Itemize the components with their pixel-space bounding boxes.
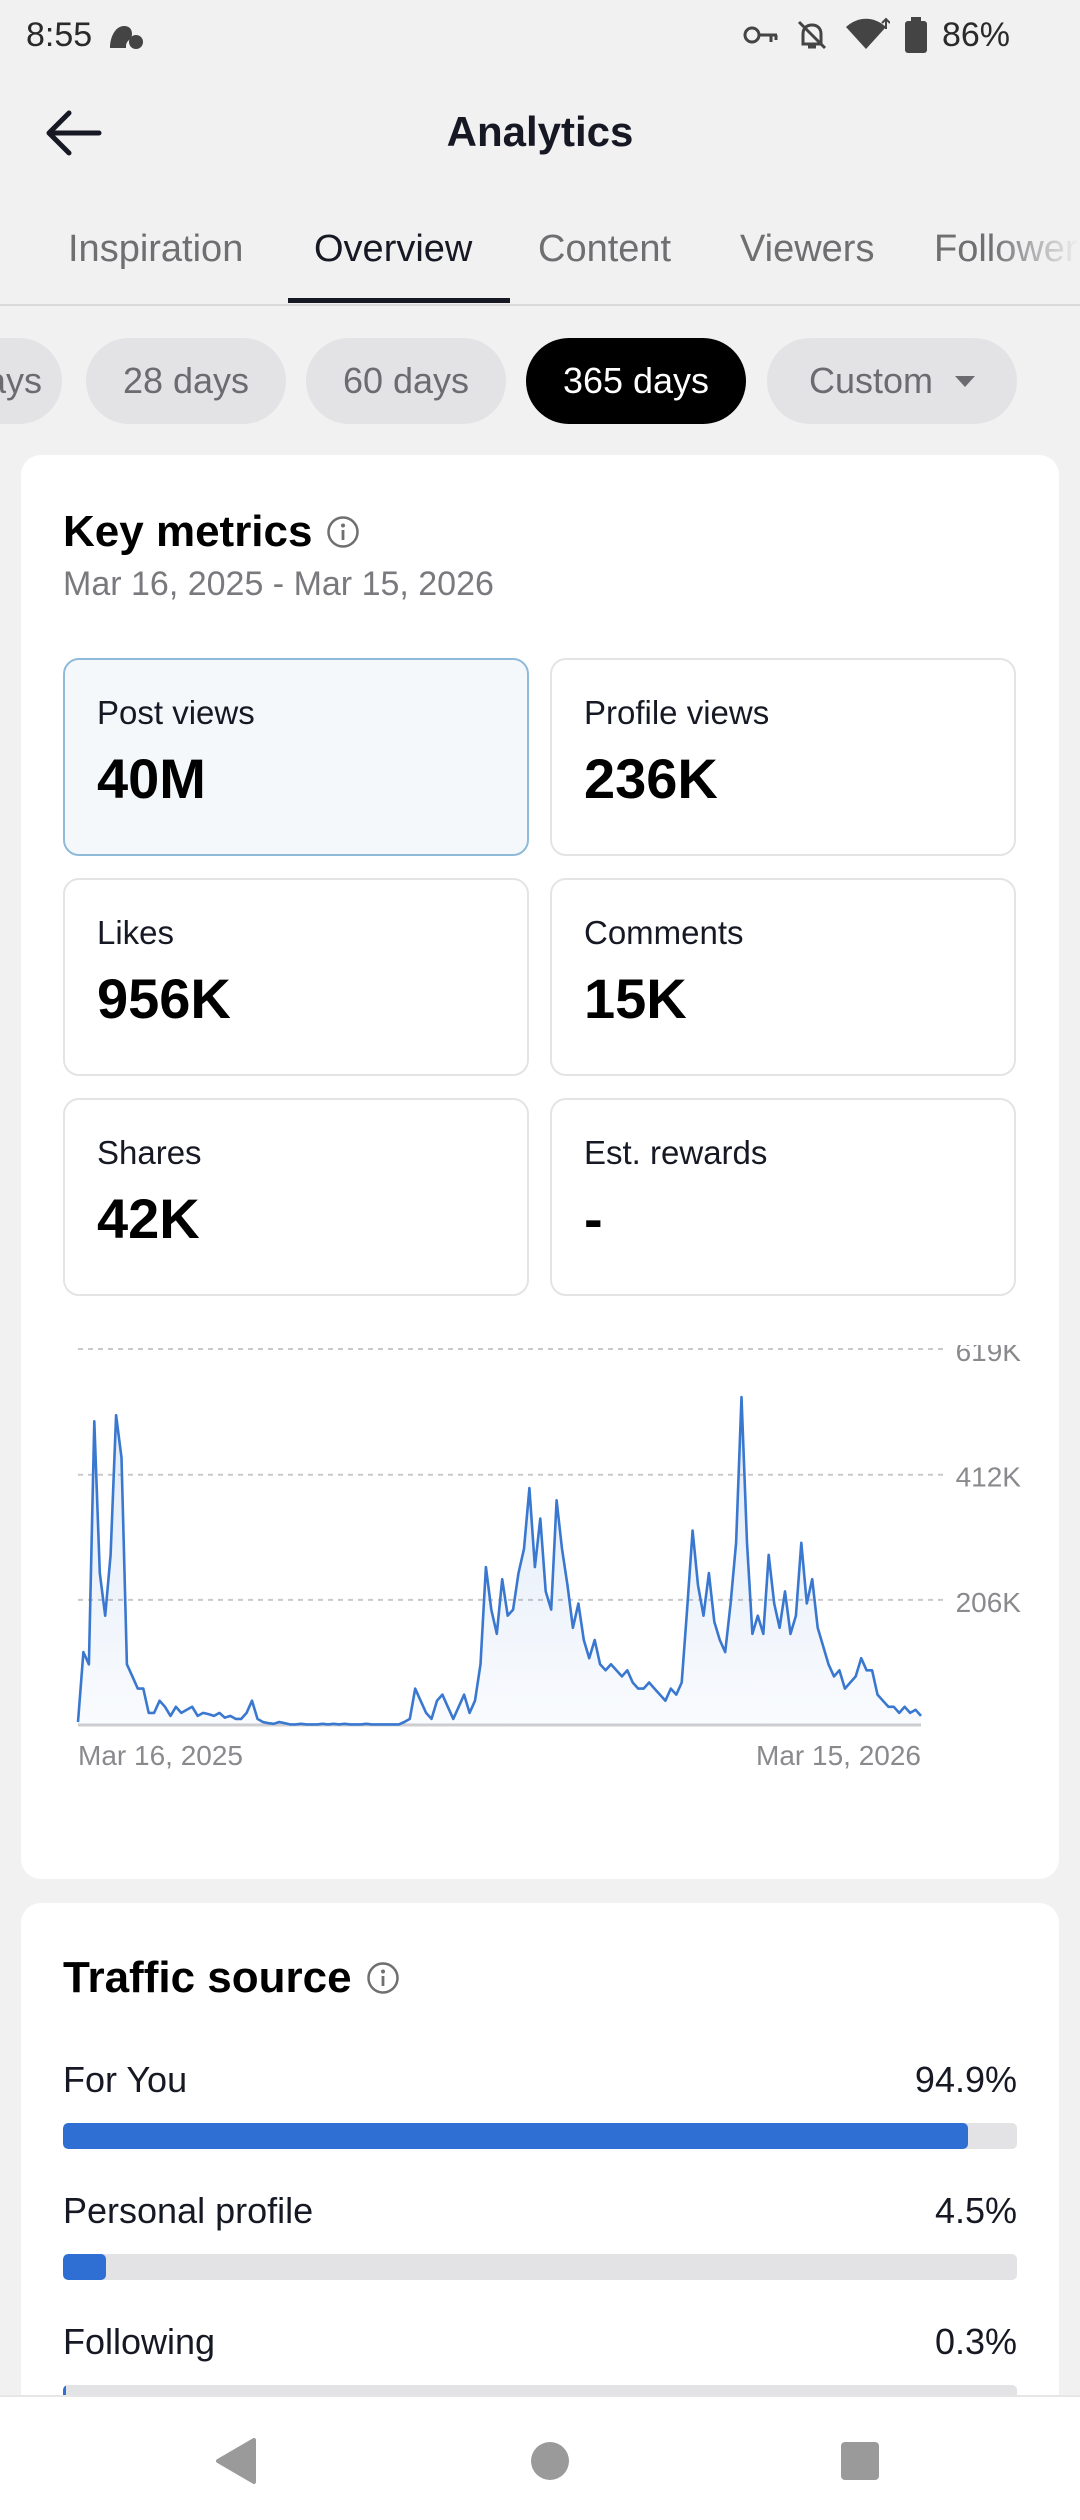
page-title: Analytics	[446, 108, 634, 155]
nav-home-button[interactable]	[520, 2431, 580, 2491]
chart-x-start-label: Mar 16, 2025	[78, 1740, 243, 1771]
traffic-source-name: For You	[63, 2059, 188, 2100]
metric-value: 236K	[584, 747, 718, 810]
period-chip-365-days[interactable]: 365 days	[526, 338, 746, 424]
battery-icon	[904, 17, 928, 53]
period-chip-custom[interactable]: Custom	[767, 338, 1017, 424]
header: Analytics	[0, 70, 1080, 194]
post-views-chart[interactable]: 206K 412K 619K Mar 16, 2025 Mar 15, 2026	[21, 1345, 1059, 1845]
key-metrics-card: Key metrics Mar 16, 2025 - Mar 15, 2026 …	[21, 455, 1059, 1879]
metric-card-est-rewards[interactable]: Est. rewards -	[550, 1098, 1016, 1296]
metric-label: Post views	[97, 694, 255, 731]
status-time: 8:55	[26, 15, 93, 54]
chart-y-tick-label: 619K	[956, 1345, 1022, 1367]
traffic-source-title: Traffic source	[63, 1953, 352, 2002]
traffic-source-percent: 0.3%	[934, 2321, 1017, 2362]
battery-percent: 86%	[941, 15, 1010, 54]
traffic-row-for-you: For You 94.9%	[63, 2059, 1017, 2159]
metric-value: 956K	[97, 967, 231, 1030]
active-tab-indicator	[288, 298, 510, 303]
chart-y-tick-label: 412K	[956, 1462, 1022, 1493]
tab-overview[interactable]: Overview	[314, 228, 473, 270]
period-chip-label: 60 days	[342, 360, 470, 401]
nav-back-button[interactable]	[206, 2431, 266, 2491]
post-views-chart-svg: 206K 412K 619K Mar 16, 2025 Mar 15, 2026	[76, 1345, 1022, 1771]
square-recents-icon	[841, 2442, 879, 2480]
status-bar: 8:55 86%	[0, 0, 1080, 70]
triangle-back-icon	[216, 2438, 256, 2484]
tab-inspiration[interactable]: Inspiration	[68, 228, 244, 270]
metric-value: 15K	[584, 967, 687, 1030]
period-chip-28-days[interactable]: 28 days	[86, 338, 286, 424]
metric-value: 40M	[97, 747, 206, 810]
metric-label: Profile views	[584, 694, 770, 731]
traffic-source-percent: 94.9%	[914, 2059, 1017, 2100]
tabs-fade	[990, 206, 1080, 304]
key-metrics-title-row: Key metrics	[63, 507, 360, 557]
metric-label: Est. rewards	[584, 1134, 768, 1171]
circle-home-icon	[531, 2442, 569, 2480]
traffic-bar-track	[63, 2123, 1017, 2149]
traffic-source-percent: 4.5%	[934, 2190, 1017, 2231]
caret-down-icon	[955, 375, 976, 387]
metric-label: Likes	[97, 914, 175, 951]
chart-y-tick-label: 206K	[956, 1587, 1022, 1618]
analytics-tabs: Inspiration Overview Content Viewers Fol…	[0, 206, 1080, 306]
traffic-row-personal-profile: Personal profile 4.5%	[63, 2190, 1017, 2290]
traffic-bar-fill	[63, 2254, 106, 2280]
metric-label: Comments	[584, 914, 744, 951]
metric-card-profile-views[interactable]: Profile views 236K	[550, 658, 1016, 856]
period-chip-label: 365 days	[562, 360, 710, 401]
metric-card-post-views[interactable]: Post views 40M	[63, 658, 529, 856]
chart-series-line	[76, 1395, 922, 1726]
traffic-bar-fill	[63, 2123, 969, 2149]
notification-glyph-icon	[106, 18, 146, 52]
key-metrics-title: Key metrics	[63, 507, 313, 556]
traffic-source-title-row: Traffic source	[63, 1953, 400, 2003]
period-chip-60-days[interactable]: 60 days	[306, 338, 506, 424]
period-selector: 7 days 28 days 60 days 365 days Custom	[0, 338, 1080, 424]
period-chip-label: Custom	[808, 360, 934, 401]
key-metrics-date-range: Mar 16, 2025 - Mar 15, 2026	[63, 565, 494, 603]
info-icon[interactable]	[366, 1961, 400, 1995]
back-button[interactable]	[40, 100, 106, 166]
traffic-bar-track	[63, 2254, 1017, 2280]
metric-card-likes[interactable]: Likes 956K	[63, 878, 529, 1076]
period-chip-7-days[interactable]: 7 days	[0, 338, 62, 424]
info-icon[interactable]	[326, 515, 360, 549]
wifi-icon	[844, 17, 890, 53]
status-left: 8:55	[26, 16, 146, 55]
metric-value: -	[584, 1187, 603, 1250]
traffic-source-name: Following	[63, 2321, 216, 2362]
system-nav-bar	[0, 2395, 1080, 2520]
metric-card-comments[interactable]: Comments 15K	[550, 878, 1016, 1076]
period-chip-label: 28 days	[122, 360, 250, 401]
chart-x-end-label: Mar 15, 2026	[756, 1740, 921, 1771]
period-chip-label: 7 days	[0, 360, 42, 401]
metric-label: Shares	[97, 1134, 202, 1171]
tab-content[interactable]: Content	[538, 228, 672, 270]
status-right: 86%	[742, 16, 1010, 55]
traffic-source-name: Personal profile	[63, 2190, 314, 2231]
vpn-key-icon	[742, 20, 780, 50]
tab-viewers[interactable]: Viewers	[740, 228, 875, 270]
metric-card-shares[interactable]: Shares 42K	[63, 1098, 529, 1296]
nav-recents-button[interactable]	[830, 2431, 890, 2491]
bell-off-icon	[794, 17, 830, 53]
metric-value: 42K	[97, 1187, 200, 1250]
arrow-left-icon	[46, 110, 102, 156]
chart-area-fill	[78, 1397, 921, 1725]
